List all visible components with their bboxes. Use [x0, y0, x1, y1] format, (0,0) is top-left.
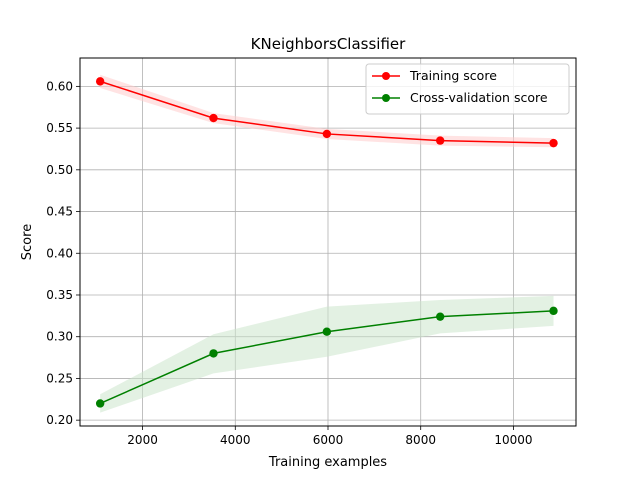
y-tick-label: 0.60: [46, 79, 73, 93]
x-axis-label: Training examples: [268, 455, 387, 470]
series-0-point: [95, 77, 105, 86]
y-tick-label: 0.35: [46, 288, 73, 302]
y-tick-label: 0.30: [46, 330, 73, 344]
y-tick-label: 0.50: [46, 163, 73, 177]
y-tick-label: 0.45: [46, 205, 73, 219]
chart-title: KNeighborsClassifier: [251, 35, 406, 53]
y-tick-label: 0.25: [46, 371, 73, 385]
series-0-point: [322, 129, 332, 139]
legend: Training score Cross-validation score: [365, 63, 570, 115]
legend-label-cv: Cross-validation score: [410, 90, 548, 105]
x-tick-label: 2000: [127, 433, 158, 447]
x-tick-label: 10000: [494, 433, 532, 447]
series-1-point: [435, 312, 445, 321]
legend-marker-training: [382, 72, 390, 80]
series-0-point: [209, 113, 218, 123]
y-tick-label: 0.20: [46, 413, 73, 427]
x-tick-label: 8000: [405, 433, 436, 447]
series-1-confidence-band: [100, 295, 554, 413]
legend-label-training: Training score: [409, 68, 497, 83]
series-1-point: [209, 349, 218, 358]
grid-lines: [80, 58, 576, 426]
series-0-point: [549, 138, 558, 148]
series-0-point: [435, 136, 445, 145]
x-tick-label: 6000: [313, 433, 344, 447]
axis-ticks: 2000 4000 6000 8000 10000 0.20 0.25 0.30 0.35 0.4…: [46, 79, 532, 447]
legend-box: [365, 63, 570, 115]
x-tick-label: 4000: [220, 433, 251, 447]
series-1-point: [95, 399, 105, 408]
series-1-point: [322, 327, 332, 336]
series-points: [95, 77, 558, 408]
y-tick-label: 0.55: [46, 121, 73, 135]
y-axis-label: Score: [20, 224, 35, 260]
series-1-point: [549, 306, 558, 316]
y-tick-label: 0.40: [46, 246, 73, 260]
legend-marker-cv: [382, 94, 390, 102]
